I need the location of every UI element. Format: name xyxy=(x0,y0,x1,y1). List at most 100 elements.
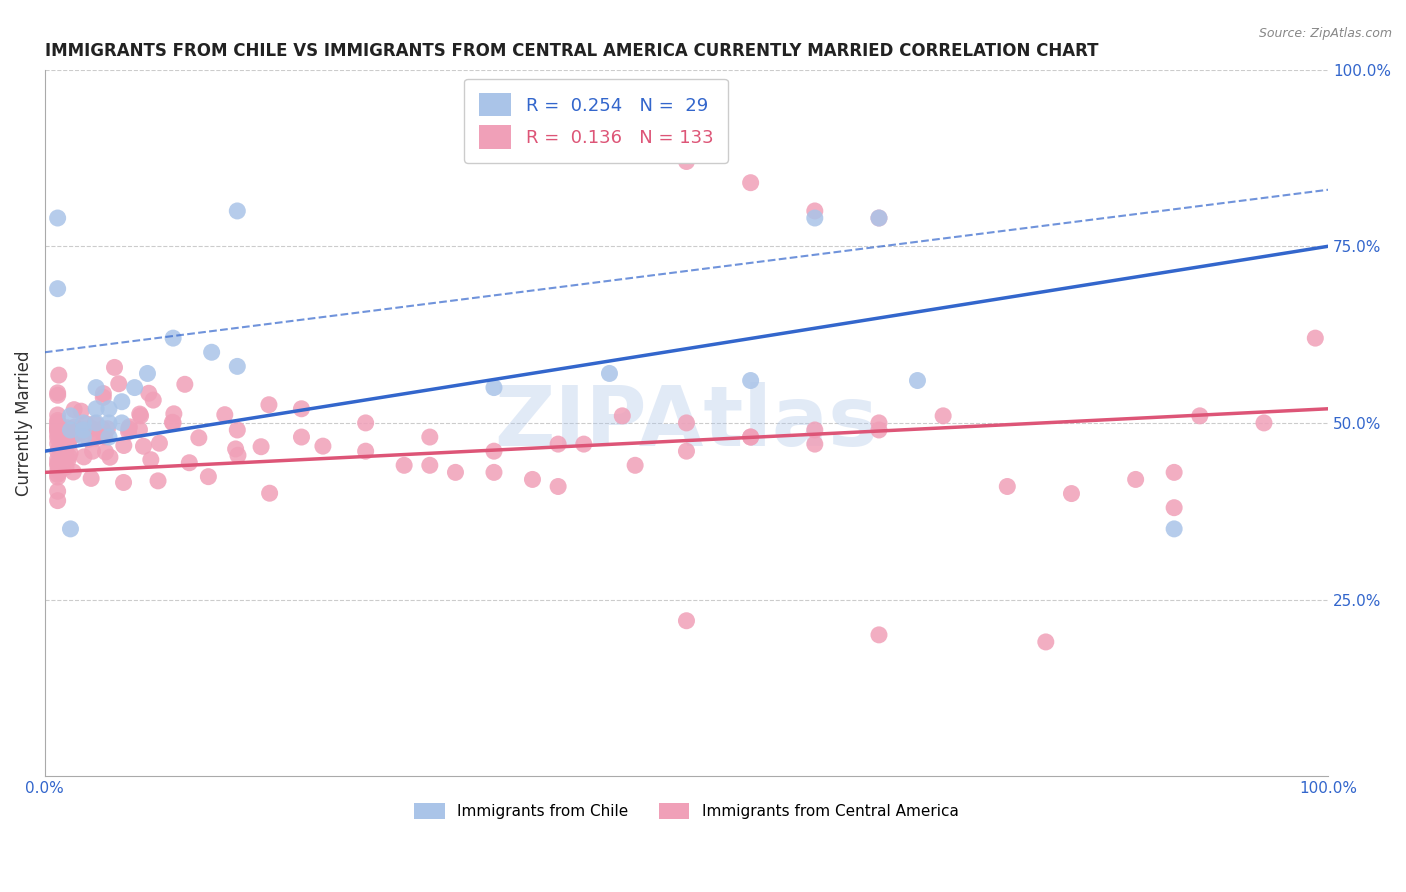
Point xyxy=(46,493,69,508)
Point xyxy=(46,456,69,470)
Point xyxy=(84,417,107,431)
Point xyxy=(354,444,377,458)
Point xyxy=(572,147,595,161)
Point xyxy=(46,436,69,450)
Point xyxy=(46,452,69,467)
Point xyxy=(740,430,762,444)
Point xyxy=(624,458,647,473)
Point xyxy=(142,393,165,408)
Point xyxy=(163,407,186,421)
Point xyxy=(259,486,281,500)
Point xyxy=(80,421,103,435)
Point xyxy=(48,368,70,383)
Point xyxy=(46,484,69,499)
Point xyxy=(63,419,86,434)
Point xyxy=(70,404,93,418)
Point xyxy=(290,401,312,416)
Point xyxy=(1125,472,1147,486)
Point xyxy=(48,441,70,455)
Point xyxy=(1163,466,1185,480)
Point xyxy=(290,430,312,444)
Point xyxy=(82,444,104,458)
Point xyxy=(46,385,69,400)
Point xyxy=(98,416,121,430)
Point xyxy=(46,408,69,422)
Point xyxy=(995,479,1018,493)
Point xyxy=(112,475,135,490)
Point xyxy=(46,463,69,477)
Point xyxy=(46,416,69,430)
Point xyxy=(482,381,505,395)
Point xyxy=(128,423,150,437)
Point xyxy=(225,442,247,456)
Point xyxy=(804,437,827,451)
Point xyxy=(46,211,69,225)
Point xyxy=(46,418,69,433)
Point xyxy=(162,331,184,345)
Point xyxy=(62,465,84,479)
Point xyxy=(128,407,150,421)
Point xyxy=(91,391,114,405)
Point xyxy=(58,450,80,464)
Point xyxy=(84,381,107,395)
Point xyxy=(392,458,415,473)
Point xyxy=(77,432,100,446)
Point xyxy=(136,367,159,381)
Point xyxy=(250,440,273,454)
Point xyxy=(522,472,544,486)
Point xyxy=(675,614,697,628)
Point xyxy=(84,431,107,445)
Point xyxy=(804,211,827,225)
Point xyxy=(59,409,82,423)
Point xyxy=(146,474,169,488)
Point xyxy=(226,423,249,437)
Point xyxy=(46,388,69,402)
Point xyxy=(138,386,160,401)
Point xyxy=(804,423,827,437)
Point xyxy=(112,438,135,452)
Point xyxy=(70,425,93,439)
Point xyxy=(257,398,280,412)
Point xyxy=(740,176,762,190)
Point xyxy=(129,409,152,423)
Point xyxy=(46,470,69,484)
Point xyxy=(226,203,249,218)
Point xyxy=(59,522,82,536)
Point xyxy=(72,430,94,444)
Point xyxy=(1163,500,1185,515)
Point xyxy=(98,450,121,465)
Point xyxy=(148,436,170,450)
Point xyxy=(419,458,441,473)
Point xyxy=(59,424,82,438)
Point xyxy=(547,437,569,451)
Point xyxy=(740,374,762,388)
Point xyxy=(419,430,441,444)
Point xyxy=(65,427,87,442)
Point xyxy=(612,409,634,423)
Point xyxy=(139,452,162,467)
Point xyxy=(1188,409,1211,423)
Point xyxy=(56,453,79,467)
Point xyxy=(675,154,697,169)
Point xyxy=(73,450,96,464)
Point xyxy=(868,211,890,225)
Point xyxy=(55,460,77,475)
Point xyxy=(132,439,155,453)
Point xyxy=(59,423,82,437)
Point xyxy=(58,435,80,450)
Point xyxy=(598,367,620,381)
Point xyxy=(46,427,69,442)
Point xyxy=(118,422,141,436)
Point xyxy=(868,211,890,225)
Point xyxy=(124,381,146,395)
Point xyxy=(868,423,890,437)
Point xyxy=(53,428,76,442)
Point xyxy=(572,437,595,451)
Point xyxy=(63,402,86,417)
Point xyxy=(48,465,70,479)
Point xyxy=(907,374,929,388)
Point xyxy=(49,420,72,434)
Point xyxy=(118,420,141,434)
Point xyxy=(111,394,134,409)
Point xyxy=(162,415,184,429)
